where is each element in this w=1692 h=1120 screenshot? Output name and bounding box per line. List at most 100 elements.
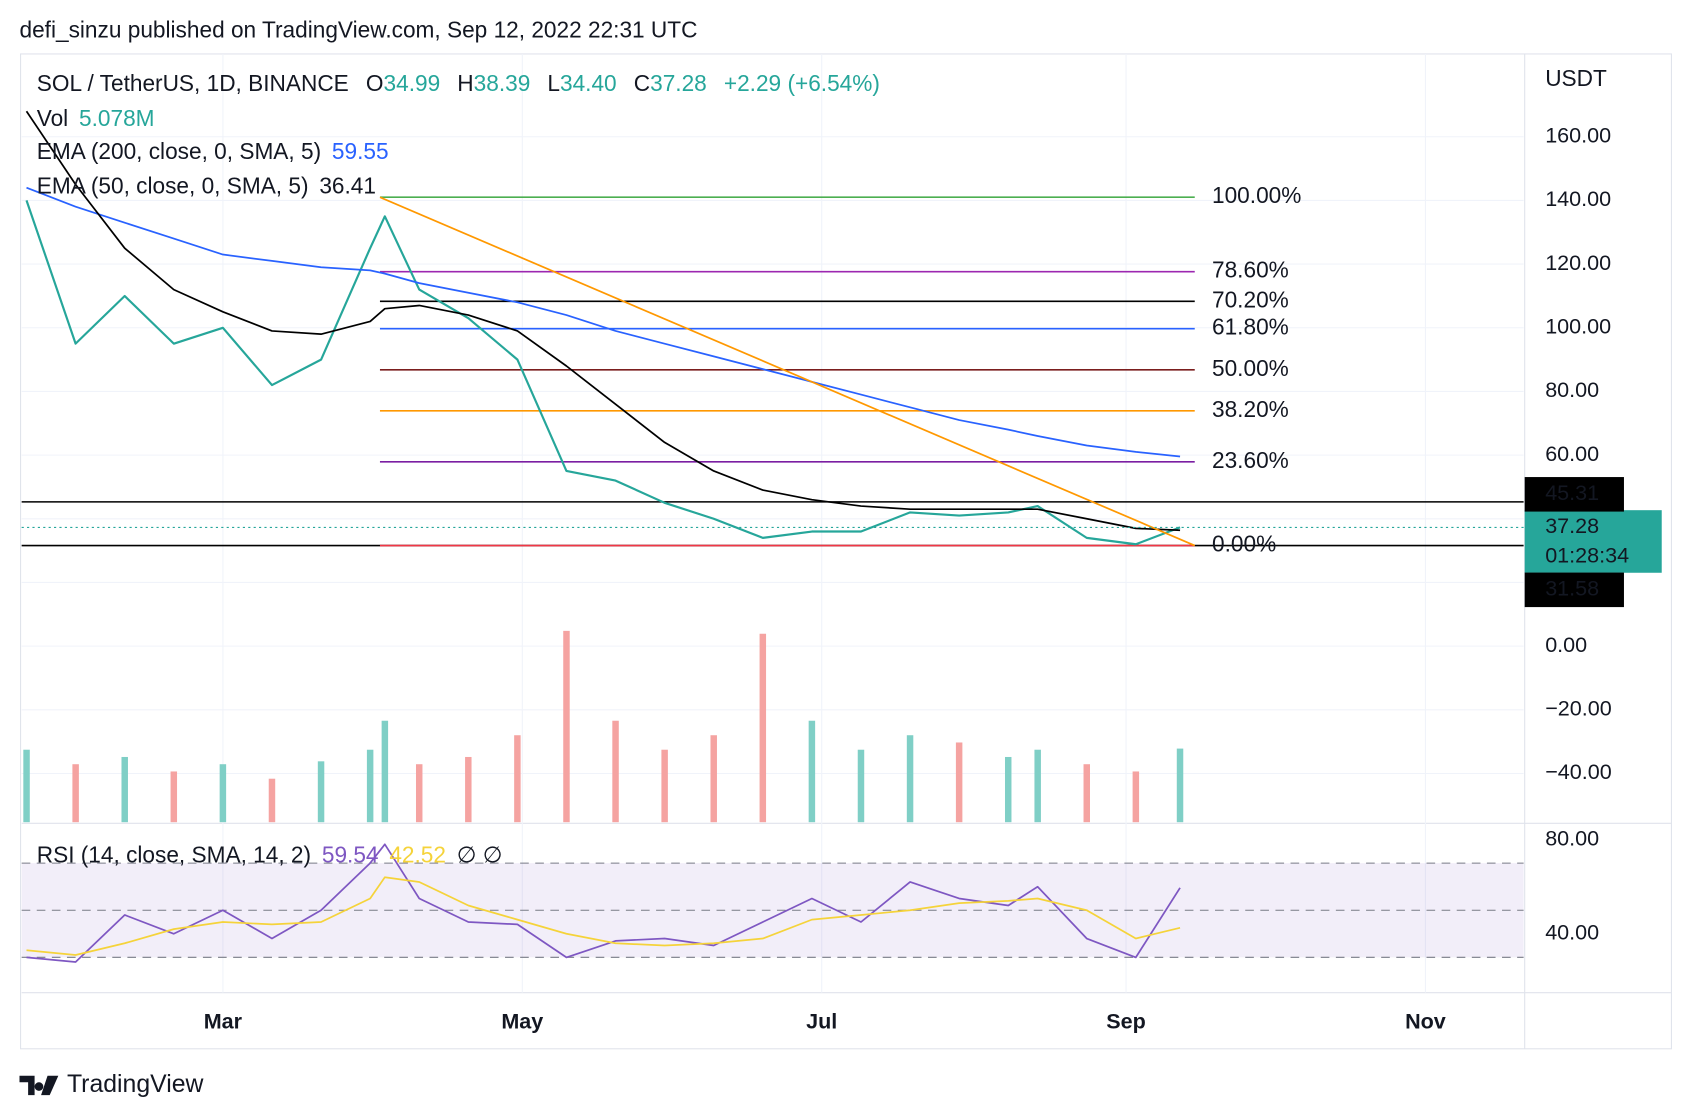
ohlc-value: 34.40 [560, 70, 617, 96]
legend: SOL / TetherUS, 1D, BINANCE O34.99 H38.3… [37, 65, 1607, 868]
ohlc-label: C [634, 70, 650, 96]
volume-bar [317, 761, 325, 823]
ema-name: EMA (200, close, 0, SMA, 5) [37, 138, 321, 164]
volume-value: 5.078M [79, 105, 155, 131]
x-tick-label: Mar [204, 1009, 243, 1034]
x-tick-label: May [501, 1009, 543, 1034]
symbol: SOL / TetherUS, 1D, BINANCE [37, 70, 349, 96]
fib-label: 0.00% [1212, 531, 1276, 557]
ohlc-label: L [547, 70, 560, 96]
ema-name: EMA (50, close, 0, SMA, 5) [37, 173, 309, 199]
volume-bar [661, 749, 668, 823]
volume-bar [366, 749, 374, 823]
logo-text: TradingView [67, 1071, 204, 1098]
legend-ema50: EMA (50, close, 0, SMA, 5) 36.41 [37, 173, 376, 199]
fib-label: 61.80% [1212, 314, 1289, 340]
y-tick-label: 100.00 [1545, 313, 1611, 338]
y-tick-label: 160.00 [1545, 122, 1611, 147]
rsi-extra: ∅ ∅ [457, 842, 503, 868]
countdown-label: 01:28:34 [1545, 542, 1629, 567]
volume-name: Vol [37, 105, 68, 131]
ohlc-label: H [457, 70, 473, 96]
legend-symbol: SOL / TetherUS, 1D, BINANCE O34.99 H38.3… [37, 70, 880, 96]
fib-label: 100.00% [1212, 182, 1301, 208]
volume-bar [857, 749, 865, 823]
rsi-line [26, 843, 1181, 963]
logo-mark [19, 1075, 59, 1096]
volume-bar [72, 764, 79, 823]
ohlc-value: 34.99 [384, 70, 441, 96]
volume-bar [710, 735, 717, 823]
volume-bar [170, 771, 178, 823]
fib-label: 23.60% [1212, 447, 1289, 473]
volume-bar [381, 720, 389, 823]
ema-value: 36.41 [319, 173, 376, 199]
volume-bar [906, 735, 914, 823]
level-label: 31.58 [1545, 576, 1599, 601]
fib-label: 70.20% [1212, 286, 1289, 312]
level-box [1524, 572, 1624, 608]
change: +2.29 (+6.54%) [724, 70, 880, 96]
rsi-ma-value: 42.52 [389, 842, 446, 868]
last-price-box [1524, 510, 1662, 573]
logo: TradingView [19, 1071, 204, 1098]
y-tick-label: 80.00 [1545, 377, 1599, 402]
currency: USDT [1545, 65, 1607, 91]
ohlc-label: O [366, 70, 384, 96]
volume-bar [759, 633, 767, 823]
x-tick-label: Nov [1405, 1009, 1446, 1034]
volume-bar [121, 756, 128, 823]
rsi-name: RSI (14, close, SMA, 14, 2) [37, 842, 311, 868]
last-price-label: 37.28 [1545, 513, 1599, 538]
volume-bar [1034, 749, 1041, 823]
ema-line [25, 110, 1181, 532]
volume-bar [808, 720, 816, 823]
frame [20, 53, 1672, 1050]
volume-bar [1176, 748, 1184, 823]
y-tick-label: 140.00 [1545, 186, 1611, 211]
volume-bar [219, 764, 227, 823]
legend-ema200: EMA (200, close, 0, SMA, 5) 59.55 [37, 138, 389, 164]
rsi-tick-label: 80.00 [1545, 825, 1599, 850]
ohlc-value: 37.28 [650, 70, 707, 96]
volume-bar [465, 756, 472, 823]
grid [21, 53, 1672, 1049]
volume-bar [563, 630, 570, 823]
volume-bar [514, 735, 521, 823]
ema-line [26, 186, 1181, 458]
publish-info: defi_sinzu published on TradingView.com,… [19, 16, 697, 42]
price-line [25, 200, 1181, 546]
y-tick-label: 0.00 [1545, 632, 1587, 657]
legend-rsi: RSI (14, close, SMA, 14, 2) 59.54 42.52 ∅ ∅ [37, 842, 503, 868]
trendline [379, 196, 1196, 547]
volume-bar [415, 764, 423, 823]
x-tick-label: Jul [806, 1009, 837, 1034]
volume-bar [268, 778, 276, 823]
x-tick-label: Sep [1106, 1009, 1146, 1034]
legend-volume: Vol 5.078M [37, 105, 155, 131]
y-tick-label: −20.00 [1545, 696, 1612, 721]
level-label: 45.31 [1545, 480, 1599, 505]
volume-bar [1004, 756, 1012, 823]
y-tick-label: 60.00 [1545, 441, 1599, 466]
ema-value: 59.55 [332, 138, 389, 164]
y-tick-label: 120.00 [1545, 250, 1611, 275]
plot: 100.00% 78.60% 70.20%61.80% 50.00% 38.20% 23.… [21, 110, 1524, 963]
level-box [1524, 477, 1624, 512]
rsi-value: 59.54 [322, 842, 379, 868]
axis: −40.00−20.000.0020.0040.0060.0080.00100.… [204, 122, 1662, 1034]
y-tick-label: −40.00 [1545, 759, 1612, 784]
volume-bar [1132, 771, 1140, 823]
fib-label: 50.00% [1212, 355, 1289, 381]
volume-bar [1083, 764, 1091, 823]
volume-bar [955, 742, 963, 823]
ohlc-value: 38.39 [474, 70, 531, 96]
volume-bar [612, 720, 619, 823]
volume-bar [23, 749, 30, 823]
fib-label: 38.20% [1212, 396, 1289, 422]
fib-label: 78.60% [1212, 257, 1289, 283]
rsi-tick-label: 40.00 [1545, 919, 1599, 944]
rsi-ma-line [26, 876, 1181, 956]
